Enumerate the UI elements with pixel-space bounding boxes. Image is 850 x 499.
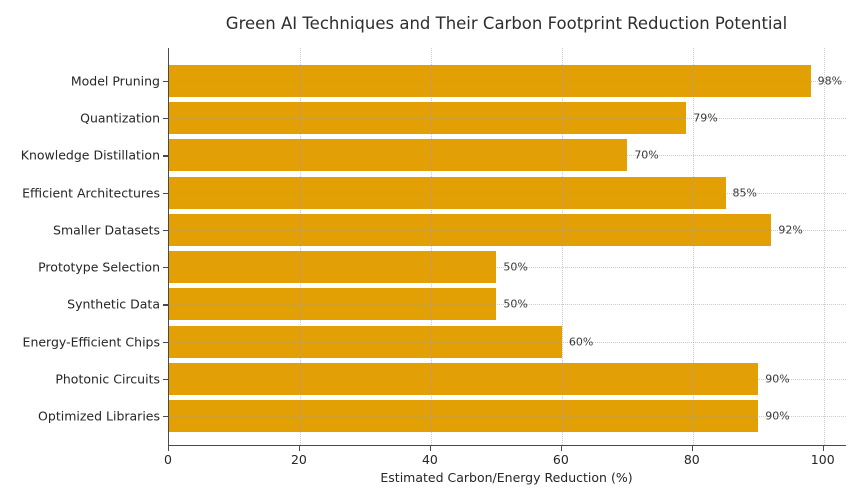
x-axis-label: Estimated Carbon/Energy Reduction (%)	[380, 470, 633, 485]
h-gridline	[169, 155, 846, 157]
v-gridline	[692, 48, 694, 445]
category-label: Synthetic Data	[67, 296, 160, 312]
y-tick	[163, 341, 168, 343]
category-label: Quantization	[80, 110, 160, 126]
y-tick	[163, 415, 168, 418]
y-tick	[163, 229, 168, 232]
x-tick	[429, 446, 432, 451]
value-label: 92%	[778, 223, 803, 237]
value-label: 90%	[765, 409, 790, 423]
h-gridline	[169, 304, 846, 306]
category-label: Efficient Architectures	[22, 185, 160, 201]
h-gridline	[169, 378, 846, 380]
h-gridline	[169, 415, 846, 417]
h-gridline	[169, 192, 846, 194]
h-gridline	[169, 81, 846, 82]
x-tick	[560, 446, 563, 451]
value-label: 60%	[568, 335, 594, 349]
x-tick	[822, 446, 824, 451]
y-tick	[163, 81, 168, 83]
category-label: Smaller Datasets	[53, 222, 160, 238]
v-gridline	[823, 48, 825, 445]
y-tick	[163, 267, 168, 269]
y-tick	[163, 192, 168, 194]
value-label: 98%	[817, 74, 843, 88]
x-tick-label: 40	[421, 452, 438, 467]
value-label: 79%	[693, 111, 718, 125]
chart-title: Green AI Techniques and Their Carbon Foo…	[225, 14, 788, 33]
value-label: 50%	[503, 297, 528, 311]
category-label: Energy-Efficient Chips	[22, 334, 160, 350]
h-gridline	[169, 118, 846, 120]
category-label: Prototype Selection	[38, 259, 160, 275]
x-tick-label: 20	[290, 452, 307, 467]
h-gridline	[169, 267, 846, 269]
x-tick-label: 0	[164, 452, 172, 467]
x-tick	[298, 446, 301, 451]
x-tick-label: 60	[552, 452, 569, 467]
h-gridline	[169, 229, 846, 231]
y-tick	[163, 118, 168, 120]
x-tick	[168, 446, 170, 451]
y-tick	[163, 304, 168, 306]
value-label: 70%	[634, 148, 659, 162]
v-gridline	[561, 48, 563, 445]
category-label: Model Pruning	[70, 73, 160, 89]
y-tick	[163, 378, 168, 380]
v-gridline	[299, 48, 301, 445]
plot-area: 98% 79% 70% 85% 92% 50% 50% 60% 90% 90%	[168, 48, 846, 446]
x-tick	[691, 446, 693, 451]
x-tick-label: 100	[810, 452, 835, 467]
v-gridline	[430, 48, 432, 445]
value-label: 50%	[503, 260, 528, 274]
value-label: 90%	[765, 372, 790, 386]
category-label: Photonic Circuits	[55, 371, 160, 387]
y-tick	[163, 155, 168, 157]
h-gridline	[169, 341, 846, 343]
category-label: Knowledge Distillation	[20, 147, 160, 163]
value-label: 85%	[732, 186, 757, 200]
category-label: Optimized Libraries	[38, 408, 160, 424]
x-tick-label: 80	[683, 452, 700, 467]
